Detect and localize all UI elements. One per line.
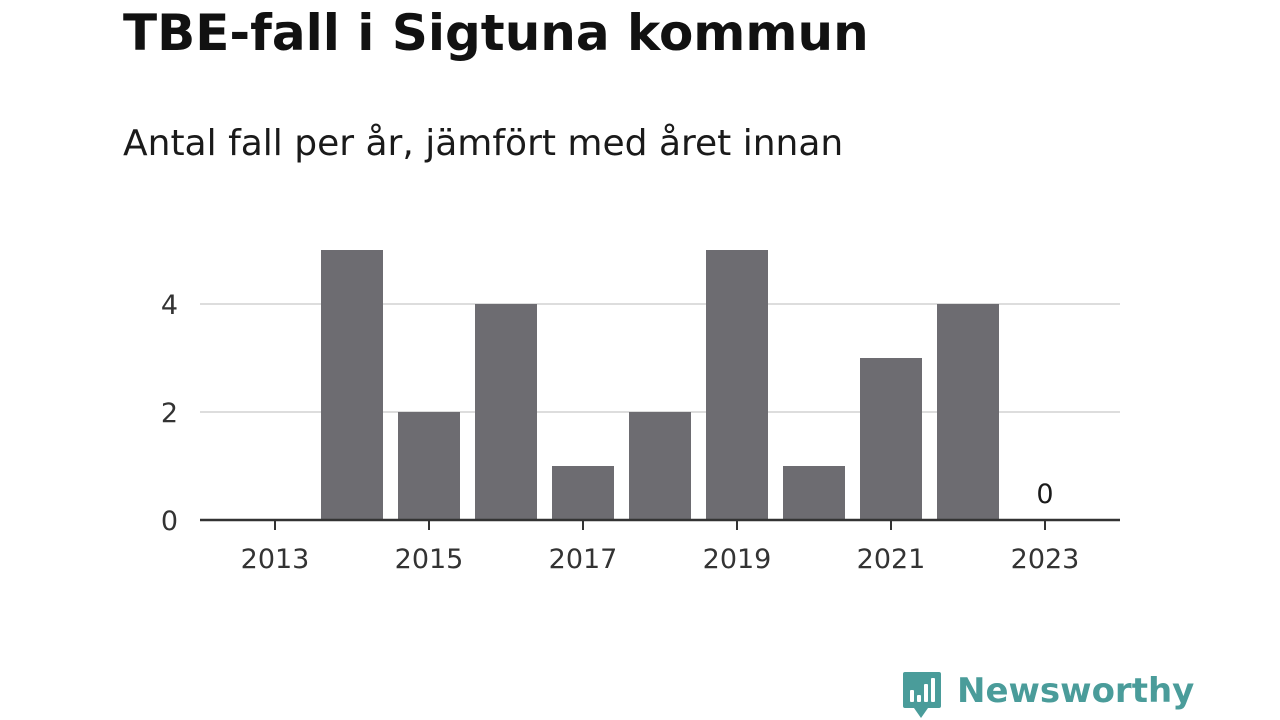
bar-2015 bbox=[398, 412, 460, 520]
bars bbox=[321, 250, 999, 520]
bar-2016 bbox=[475, 304, 537, 520]
brand-logo: Newsworthy bbox=[901, 670, 1194, 720]
y-tick-label: 0 bbox=[161, 506, 178, 537]
y-tick-label: 4 bbox=[161, 290, 178, 321]
bar-2017 bbox=[552, 466, 614, 520]
bar-2022 bbox=[937, 304, 999, 520]
bar-2014 bbox=[321, 250, 383, 520]
labels: 0 2 4 2013 2015 2017 2019 2021 2023 0 bbox=[161, 290, 1080, 575]
brand-name: Newsworthy bbox=[957, 671, 1195, 711]
y-tick-label: 2 bbox=[161, 398, 178, 429]
chart-title: TBE-fall i Sigtuna kommun bbox=[123, 4, 869, 62]
x-tick-label: 2013 bbox=[241, 544, 310, 575]
x-tick-label: 2023 bbox=[1011, 544, 1080, 575]
x-tick-label: 2021 bbox=[857, 544, 926, 575]
axes bbox=[200, 518, 1120, 530]
x-tick-label: 2019 bbox=[703, 544, 772, 575]
data-label-2023: 0 bbox=[1036, 479, 1053, 510]
newsworthy-logo-icon bbox=[903, 672, 941, 718]
bar-2021 bbox=[860, 358, 922, 520]
chart-subtitle: Antal fall per år, jämfört med året inna… bbox=[123, 123, 844, 164]
bar-2020 bbox=[783, 466, 845, 520]
x-tick-label: 2015 bbox=[395, 544, 464, 575]
bar-2019 bbox=[706, 250, 768, 520]
x-tick-label: 2017 bbox=[549, 544, 618, 575]
bar-2018 bbox=[629, 412, 691, 520]
